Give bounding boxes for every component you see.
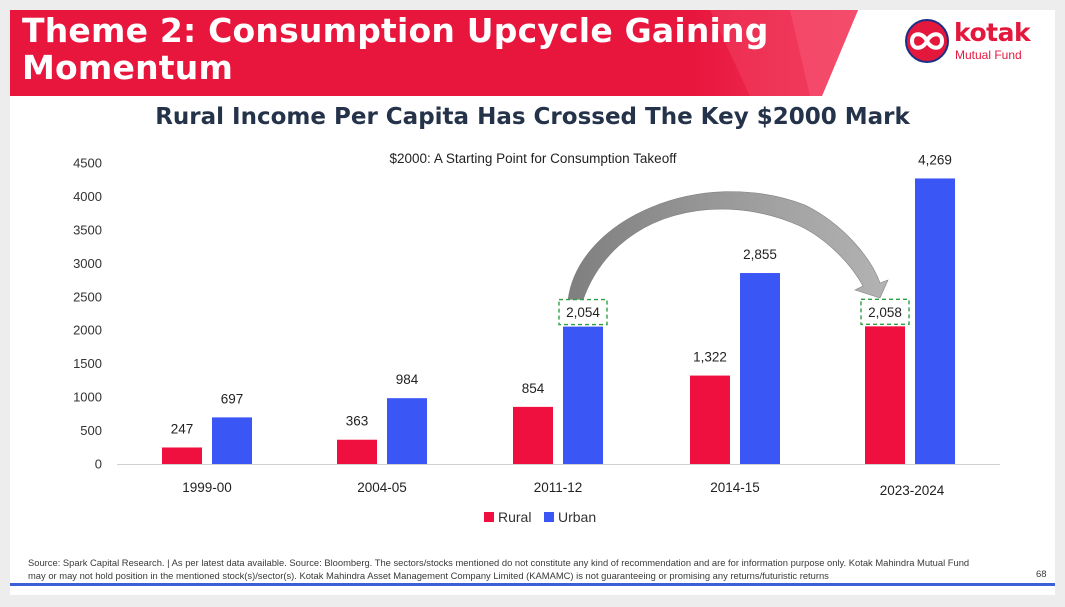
bar-urban-2011-12 bbox=[563, 326, 603, 464]
page-title: Theme 2: Consumption Upcycle Gaining Mom… bbox=[22, 11, 769, 87]
bar-urban-1999-00 bbox=[212, 417, 252, 464]
y-tick-label: 2500 bbox=[73, 289, 102, 304]
title-banner bbox=[10, 10, 858, 96]
trend-arrow bbox=[567, 191, 889, 301]
legend-label-urban: Urban bbox=[558, 509, 596, 525]
x-tick-label: 2004-05 bbox=[357, 480, 407, 495]
legend-swatch-rural bbox=[484, 512, 494, 522]
y-tick-label: 3000 bbox=[73, 256, 102, 271]
bar-rural-2004-05 bbox=[337, 439, 377, 464]
legend: Rural Urban bbox=[484, 509, 596, 525]
chart-subtitle: $2000: A Starting Point for Consumption … bbox=[390, 151, 677, 166]
highlight-box bbox=[860, 298, 910, 326]
x-tick-label: 2011-12 bbox=[534, 480, 583, 495]
data-label: 4,269 bbox=[918, 152, 952, 167]
chart-title: Rural Income Per Capita Has Crossed The … bbox=[155, 104, 910, 130]
legend-swatch-urban bbox=[544, 512, 554, 522]
data-label: 247 bbox=[171, 421, 194, 436]
y-tick-label: 4500 bbox=[73, 156, 102, 171]
x-tick-label: 1999-00 bbox=[182, 480, 232, 495]
y-tick-label: 4000 bbox=[73, 189, 102, 204]
data-label: 854 bbox=[522, 381, 545, 396]
data-label: 2,855 bbox=[743, 247, 777, 262]
data-label: 697 bbox=[221, 391, 244, 406]
bottom-rule bbox=[10, 583, 1055, 586]
bar-urban-2004-05 bbox=[387, 398, 427, 464]
x-tick-label: 2023-2024 bbox=[880, 483, 945, 498]
brand-name: kotak bbox=[954, 18, 1031, 47]
bar-rural-2014-15 bbox=[690, 375, 730, 464]
y-tick-label: 1500 bbox=[73, 356, 102, 371]
kotak-logo: kotak Mutual Fund bbox=[904, 18, 1039, 64]
y-tick-label: 2000 bbox=[73, 323, 102, 338]
bar-chart: $2000: A Starting Point for Consumption … bbox=[73, 151, 1000, 525]
kotak-infinity-icon bbox=[905, 19, 949, 63]
brand-subtitle: Mutual Fund bbox=[955, 48, 1022, 62]
legend-label-rural: Rural bbox=[498, 509, 531, 525]
y-axis: 0 500 1000 1500 2000 2500 3000 3500 4000 4500 bbox=[73, 156, 102, 472]
y-tick-label: 0 bbox=[95, 457, 102, 472]
page-number: 68 bbox=[1036, 569, 1047, 580]
bar-urban-2023-2024 bbox=[915, 178, 955, 464]
y-tick-label: 1000 bbox=[73, 390, 102, 405]
source-disclaimer: Source: Spark Capital Research. | As per… bbox=[28, 557, 970, 581]
data-label: 984 bbox=[396, 372, 419, 387]
y-tick-label: 500 bbox=[80, 423, 102, 438]
data-label: 363 bbox=[346, 414, 369, 429]
bar-rural-1999-00 bbox=[162, 447, 202, 464]
x-tick-label: 2014-15 bbox=[710, 480, 760, 495]
data-label-highlighted: 2,058 bbox=[868, 305, 902, 320]
data-label-highlighted: 2,054 bbox=[566, 305, 600, 320]
bar-urban-2014-15 bbox=[740, 273, 780, 464]
bar-rural-2023-2024 bbox=[865, 326, 905, 464]
data-label: 1,322 bbox=[693, 350, 727, 365]
y-tick-label: 3500 bbox=[73, 222, 102, 237]
highlight-box bbox=[558, 298, 608, 326]
bar-rural-2011-12 bbox=[513, 406, 553, 464]
